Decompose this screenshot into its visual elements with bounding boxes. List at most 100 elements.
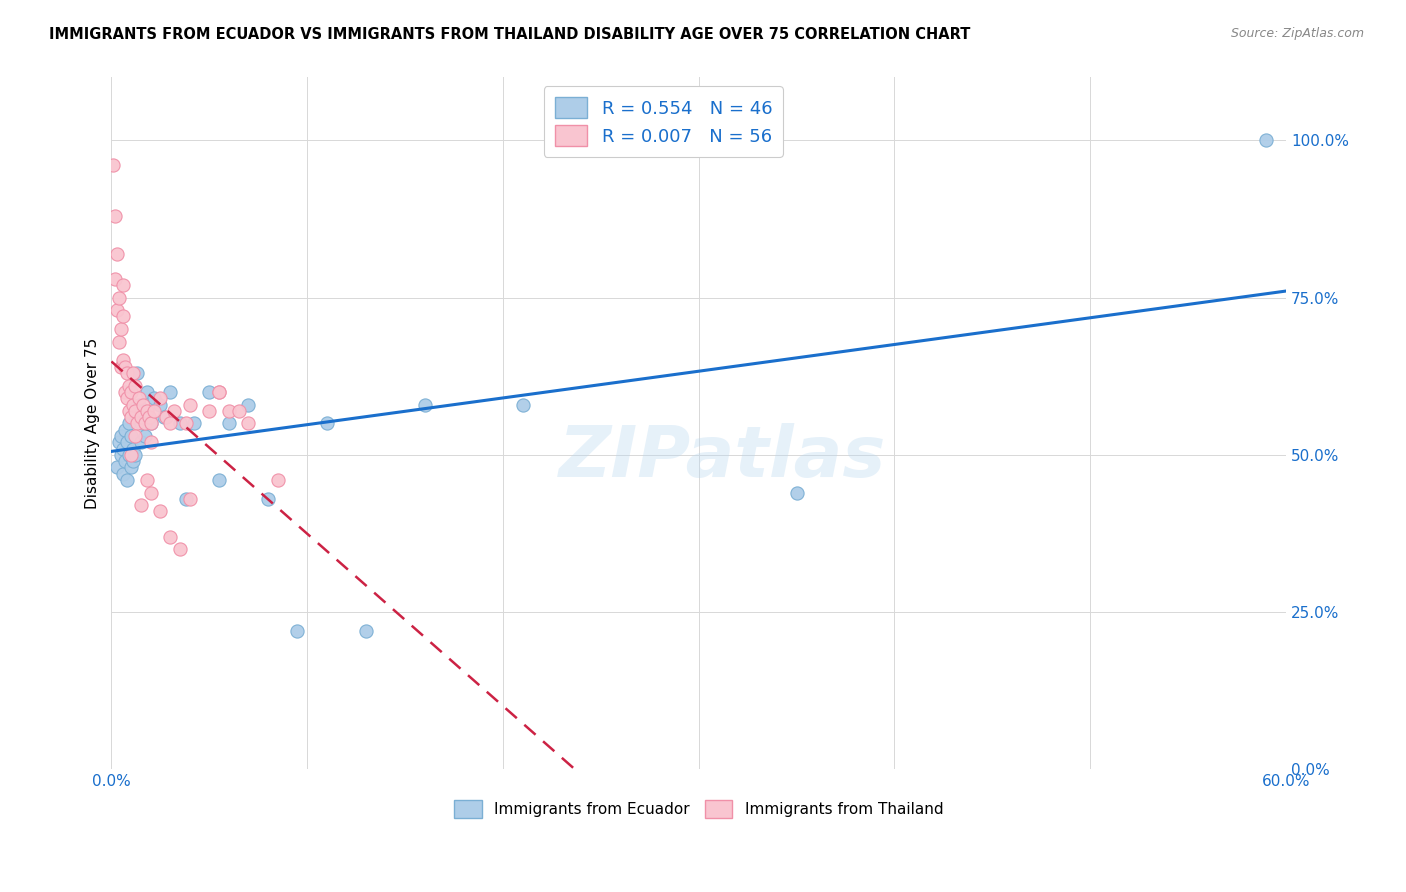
Point	[115, 366, 138, 380]
Point	[105, 460, 128, 475]
Point	[122, 366, 145, 380]
Point	[238, 417, 260, 431]
Point	[208, 384, 231, 399]
Point	[108, 435, 131, 450]
Point	[267, 473, 290, 487]
Point	[118, 448, 141, 462]
Point	[103, 159, 125, 173]
Point	[122, 397, 145, 411]
Point	[139, 417, 162, 431]
Point	[139, 417, 162, 431]
Point	[124, 448, 146, 462]
Point	[135, 384, 157, 399]
Point	[149, 397, 172, 411]
Text: IMMIGRANTS FROM ECUADOR VS IMMIGRANTS FROM THAILAND DISABILITY AGE OVER 75 CORRE: IMMIGRANTS FROM ECUADOR VS IMMIGRANTS FR…	[49, 27, 970, 42]
Point	[120, 448, 142, 462]
Point	[135, 404, 157, 418]
Point	[354, 624, 377, 638]
Point	[112, 442, 135, 456]
Point	[512, 397, 534, 411]
Point	[257, 491, 280, 506]
Point	[129, 498, 152, 512]
Point	[108, 291, 131, 305]
Point	[122, 442, 145, 456]
Point	[179, 491, 201, 506]
Point	[108, 334, 131, 349]
Point	[118, 378, 141, 392]
Point	[110, 448, 132, 462]
Point	[110, 359, 132, 374]
Point	[1256, 133, 1278, 147]
Point	[120, 460, 142, 475]
Point	[112, 467, 135, 481]
Point	[114, 359, 136, 374]
Point	[112, 310, 135, 324]
Point	[129, 435, 152, 450]
Text: ZIPatlas: ZIPatlas	[558, 424, 886, 492]
Point	[218, 404, 240, 418]
Point	[128, 397, 150, 411]
Point	[198, 384, 221, 399]
Point	[139, 435, 162, 450]
Point	[134, 429, 156, 443]
Point	[105, 303, 128, 318]
Point	[135, 473, 157, 487]
Point	[786, 485, 808, 500]
Point	[128, 391, 150, 405]
Point	[159, 384, 181, 399]
Text: Source: ZipAtlas.com: Source: ZipAtlas.com	[1230, 27, 1364, 40]
Point	[114, 423, 136, 437]
Point	[129, 417, 152, 431]
Point	[183, 417, 205, 431]
Point	[174, 491, 197, 506]
Point	[115, 473, 138, 487]
Point	[118, 404, 141, 418]
Point	[120, 429, 142, 443]
Point	[139, 485, 162, 500]
Point	[218, 417, 240, 431]
Point	[208, 473, 231, 487]
Point	[124, 378, 146, 392]
Y-axis label: Disability Age Over 75: Disability Age Over 75	[86, 338, 100, 509]
Point	[287, 624, 309, 638]
Point	[124, 429, 146, 443]
Point	[120, 410, 142, 425]
Point	[238, 397, 260, 411]
Point	[169, 417, 191, 431]
Point	[104, 271, 127, 285]
Point	[198, 404, 221, 418]
Point	[138, 410, 160, 425]
Point	[159, 417, 181, 431]
Point	[115, 435, 138, 450]
Point	[129, 410, 152, 425]
Point	[149, 391, 172, 405]
Point	[143, 404, 166, 418]
Point	[125, 366, 148, 380]
Point	[124, 410, 146, 425]
Point	[105, 246, 128, 260]
Point	[138, 410, 160, 425]
Point	[125, 417, 148, 431]
Point	[122, 454, 145, 468]
Point	[159, 530, 181, 544]
Point	[112, 278, 135, 293]
Point	[134, 417, 156, 431]
Point	[104, 209, 127, 223]
Point	[112, 353, 135, 368]
Point	[114, 384, 136, 399]
Legend: Immigrants from Ecuador, Immigrants from Thailand: Immigrants from Ecuador, Immigrants from…	[449, 794, 949, 824]
Point	[114, 454, 136, 468]
Point	[153, 410, 176, 425]
Point	[143, 391, 166, 405]
Point	[110, 322, 132, 336]
Point	[179, 397, 201, 411]
Point	[110, 429, 132, 443]
Point	[174, 417, 197, 431]
Point	[118, 417, 141, 431]
Point	[155, 410, 177, 425]
Point	[315, 417, 337, 431]
Point	[115, 391, 138, 405]
Point	[132, 404, 155, 418]
Point	[413, 397, 436, 411]
Point	[169, 542, 191, 557]
